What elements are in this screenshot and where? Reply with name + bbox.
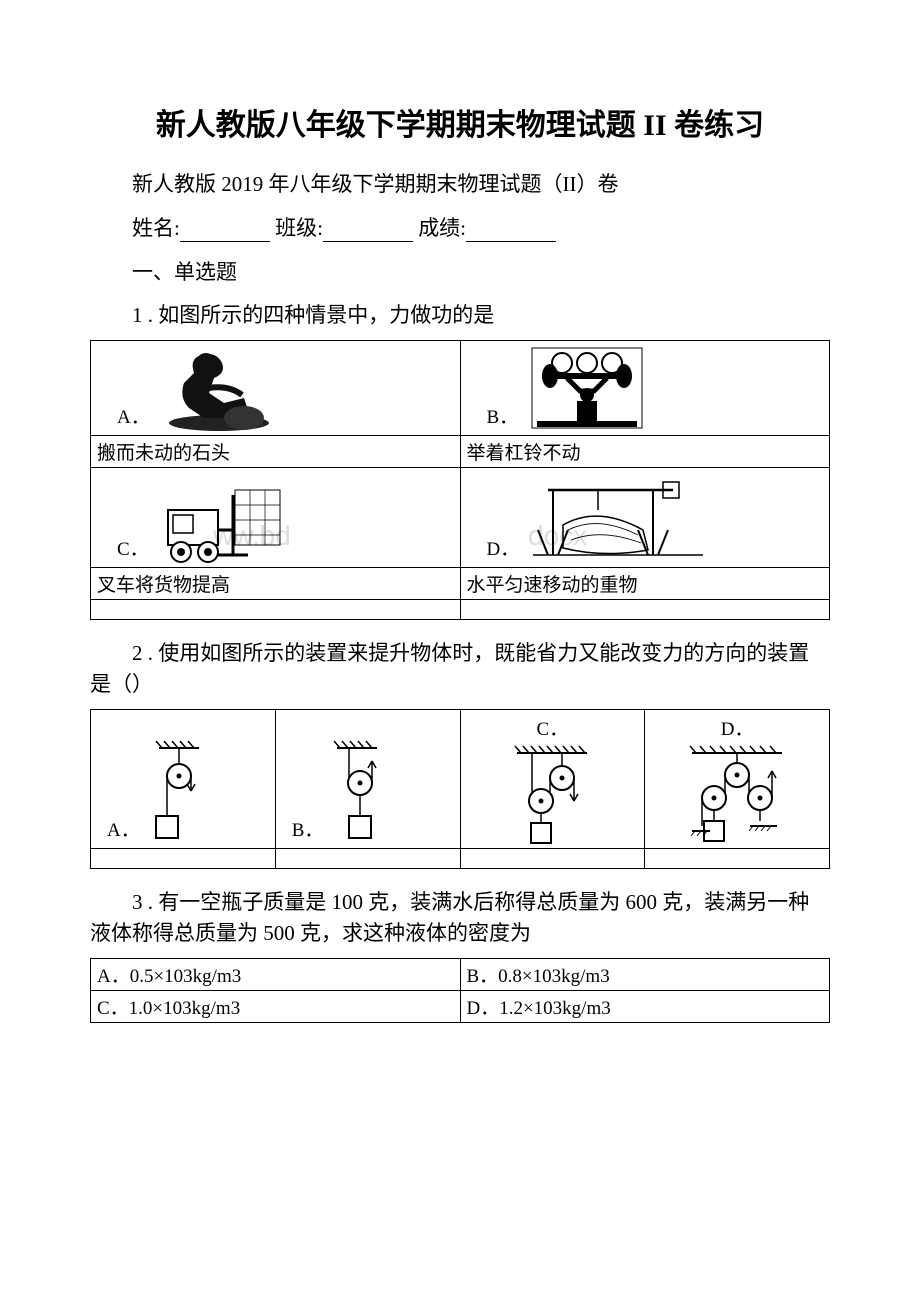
q1-option-b-label: B．: [467, 402, 519, 433]
watermark-text: ww.bd: [212, 520, 291, 551]
q3-option-a: A．0.5×103kg/m3: [91, 958, 461, 990]
score-label: 成绩:: [418, 216, 466, 240]
question-3-text: 3 . 有一空瓶子质量是 100 克，装满水后称得总质量为 600 克，装满另一…: [90, 887, 830, 950]
class-blank: [323, 220, 413, 242]
q2-option-d-label: D．: [721, 719, 754, 740]
q3-option-c: C．1.0×103kg/m3: [91, 990, 461, 1022]
q2-option-a-label: A．: [97, 815, 140, 846]
q1-option-a-label: A．: [97, 402, 150, 433]
page-title: 新人教版八年级下学期期末物理试题 II 卷练习: [90, 100, 830, 144]
subtitle: 新人教版 2019 年八年级下学期期末物理试题（II）卷: [90, 168, 830, 198]
q2-image-a: [144, 736, 214, 846]
q1-option-b-caption: 举着杠铃不动: [460, 435, 830, 467]
watermark-text-2: docx: [528, 520, 587, 551]
name-blank: [180, 220, 270, 242]
q3-option-d: D．1.2×103kg/m3: [460, 990, 830, 1022]
class-label: 班级:: [275, 216, 323, 240]
q2-image-d: [682, 741, 792, 846]
question-1-options: A． B．: [90, 340, 830, 620]
question-2-text: 2 . 使用如图所示的装置来提升物体时，既能省力又能改变力的方向的装置是（）: [90, 638, 830, 701]
q1-image-c: ww.bd: [153, 470, 323, 565]
q2-image-c: [507, 741, 597, 846]
name-label: 姓名:: [132, 216, 180, 240]
q2-option-b-label: B．: [282, 815, 324, 846]
q1-option-a-caption: 搬而未动的石头: [91, 435, 461, 467]
score-blank: [466, 220, 556, 242]
q1-image-d: docx: [523, 470, 713, 565]
q2-option-c-label: C．: [537, 719, 569, 740]
question-3-options: A．0.5×103kg/m3 B．0.8×103kg/m3 C．1.0×103k…: [90, 958, 830, 1023]
q1-option-d-label: D．: [467, 534, 520, 565]
question-1-text: 1 . 如图所示的四种情景中，力做功的是: [90, 300, 830, 332]
section-heading: 一、单选题: [90, 256, 830, 286]
form-line: 姓名: 班级: 成绩:: [90, 212, 830, 242]
q1-option-c-caption: 叉车将货物提高: [91, 567, 461, 599]
q1-image-a: [154, 343, 284, 433]
q1-option-d-caption: 水平匀速移动的重物: [460, 567, 830, 599]
q1-image-b: [522, 343, 652, 433]
question-2-options: A． B．: [90, 709, 830, 869]
q3-option-b: B．0.8×103kg/m3: [460, 958, 830, 990]
q1-option-c-label: C．: [97, 534, 149, 565]
q2-image-b: [327, 736, 397, 846]
